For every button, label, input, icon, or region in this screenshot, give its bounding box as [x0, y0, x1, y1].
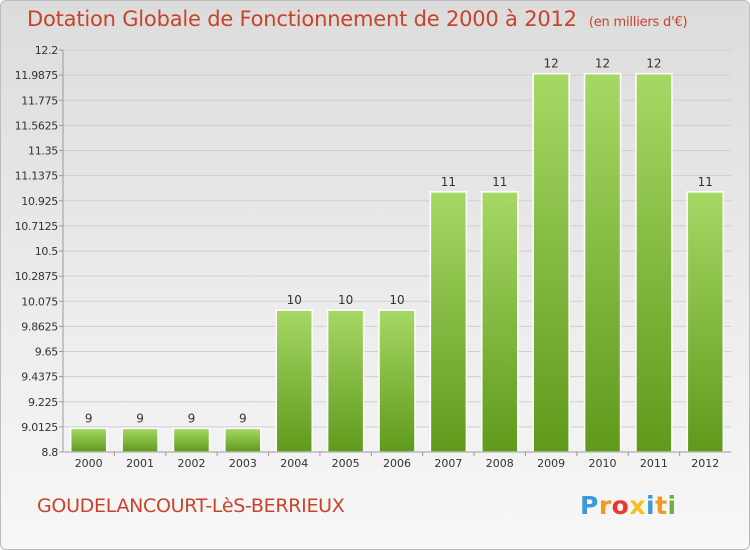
logo-letter: o: [611, 491, 630, 520]
x-tick-label: 2010: [589, 457, 617, 470]
logo-letter: i: [667, 491, 677, 520]
x-axis-ticks: 2000 2001 2002 2003 2004 2005 2006 2007 2008 2009…: [75, 452, 719, 470]
y-tick-label: 10.2875: [15, 270, 59, 283]
y-tick-label: 9.4375: [21, 371, 58, 384]
bar-2000: [69, 427, 108, 453]
logo-letter: r: [598, 491, 612, 520]
bar-2004: [275, 309, 313, 453]
x-tick-label: 2003: [229, 457, 257, 470]
city-name: GOUDELANCOURT-LèS-BERRIEUX: [37, 495, 345, 517]
y-tick-label: 9.225: [28, 396, 58, 409]
bar-2009: [532, 72, 570, 453]
x-tick-label: 2007: [434, 457, 462, 470]
data-labels: 9 9 9 9 10 10 10 11 11 12 12 12 11: [85, 57, 713, 426]
logo-letter: i: [646, 491, 656, 520]
x-tick-label: 2006: [383, 457, 411, 470]
x-tick-label: 2011: [640, 457, 668, 470]
x-tick-label: 2005: [332, 457, 360, 470]
y-tick-label: 9.8625: [21, 320, 58, 333]
y-tick-label: 11.5625: [15, 119, 59, 132]
y-tick-label: 9.65: [35, 346, 59, 359]
data-label: 10: [287, 293, 302, 307]
chart-subtitle: (en milliers d'€): [588, 15, 688, 30]
y-tick-label: 11.9875: [15, 69, 59, 82]
y-tick-label: 11.35: [28, 145, 58, 158]
data-label: 10: [338, 293, 353, 307]
bar-2002: [172, 427, 211, 453]
bar-2005: [326, 309, 365, 453]
logo-letter: t: [655, 491, 668, 520]
data-label: 9: [188, 411, 196, 425]
data-label: 9: [85, 411, 93, 425]
x-tick-label: 2012: [691, 457, 719, 470]
bar-2012: [686, 191, 725, 453]
data-label: 11: [441, 175, 456, 189]
bar-2007: [429, 191, 468, 453]
bar-2010: [583, 72, 622, 453]
data-label: 12: [646, 57, 661, 71]
y-tick-label: 11.1375: [15, 170, 59, 183]
data-label: 12: [544, 57, 559, 71]
y-tick-label: 8.8: [41, 446, 58, 459]
data-label: 10: [389, 293, 404, 307]
data-label: 11: [698, 175, 713, 189]
y-tick-label: 9.0125: [21, 421, 58, 434]
data-label: 11: [492, 175, 507, 189]
y-tick-label: 10.075: [21, 295, 58, 308]
x-tick-label: 2001: [126, 457, 154, 470]
bar-2003: [224, 427, 262, 453]
x-tick-label: 2008: [486, 457, 514, 470]
x-tick-label: 2002: [177, 457, 205, 470]
bar-2008: [481, 191, 519, 453]
y-tick-label: 10.925: [21, 195, 58, 208]
chart-title: Dotation Globale de Fonctionnement de 20…: [27, 7, 688, 31]
y-tick-label: 11.775: [21, 94, 58, 107]
y-tick-label: 10.7125: [15, 220, 59, 233]
y-axis-ticks: 12.2 11.9875 11.775 11.5625 11.35 11.1375 10.9…: [15, 44, 63, 459]
data-label: 9: [239, 411, 247, 425]
bars: [69, 72, 725, 453]
proxiti-logo: Proxiti: [580, 491, 677, 520]
x-tick-label: 2000: [75, 457, 103, 470]
x-tick-label: 2009: [537, 457, 565, 470]
x-tick-label: 2004: [280, 457, 308, 470]
bar-2001: [121, 427, 159, 453]
logo-letter: P: [580, 491, 599, 520]
y-tick-label: 10.5: [35, 245, 59, 258]
logo-letter: x: [629, 491, 646, 520]
bar-2006: [378, 309, 416, 453]
data-label: 12: [595, 57, 610, 71]
y-tick-label: 12.2: [35, 44, 58, 57]
bar-2011: [635, 72, 673, 453]
data-label: 9: [136, 411, 144, 425]
